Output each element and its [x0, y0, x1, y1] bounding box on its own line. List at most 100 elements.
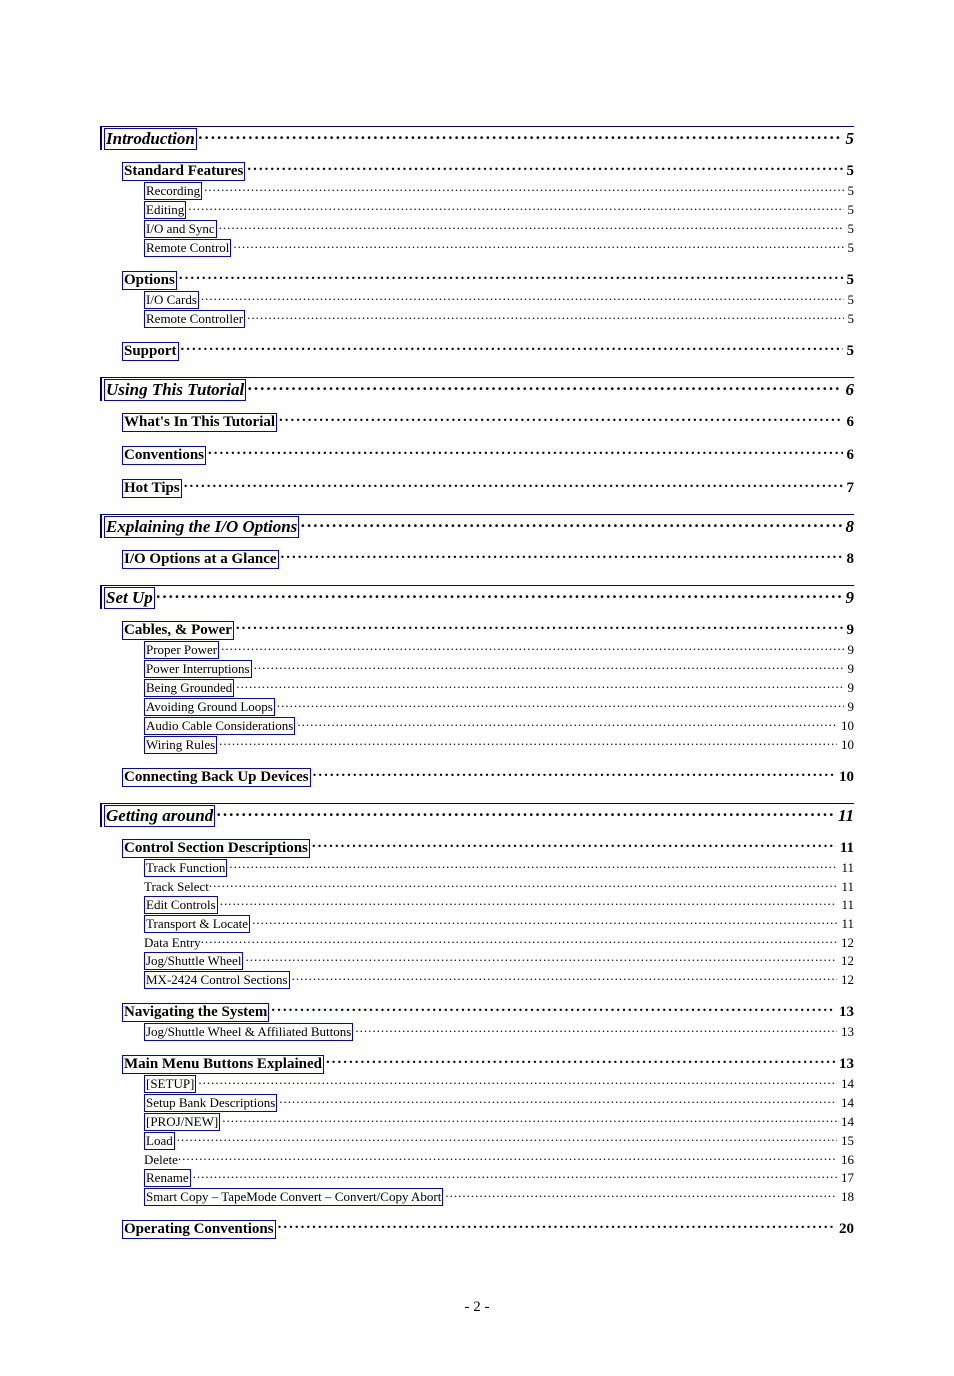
toc-entry-level-2[interactable]: Operating Conventions20	[122, 1218, 854, 1239]
toc-entry-level-3[interactable]: Load15	[144, 1132, 854, 1150]
toc-entry-level-3[interactable]: Wiring Rules10	[144, 736, 854, 754]
toc-entry-level-3[interactable]: Remote Controller 5	[144, 310, 854, 328]
toc-entry-level-3[interactable]: Remote Control5	[144, 239, 854, 257]
toc-entry-level-1[interactable]: Getting around 11	[100, 803, 854, 827]
toc-entry-level-3[interactable]: I/O and Sync5	[144, 220, 854, 238]
toc-entry-level-2[interactable]: Support5	[122, 340, 854, 361]
toc-entry-level-3[interactable]: Rename 17	[144, 1169, 854, 1187]
toc-entry-page: 13	[837, 1024, 854, 1040]
toc-entry-level-1[interactable]: Set Up9	[100, 585, 854, 609]
toc-entry-level-2[interactable]: Hot Tips 7	[122, 477, 854, 498]
toc-leader-dots	[279, 411, 842, 426]
toc-entry-label: Rename	[144, 1169, 191, 1187]
toc-entry-page: 11	[834, 806, 854, 826]
toc-entry-level-2[interactable]: I/O Options at a Glance8	[122, 548, 854, 569]
toc-leader-dots	[219, 220, 844, 233]
toc-leader-dots	[248, 378, 841, 395]
toc-entry-level-3[interactable]: Jog/Shuttle Wheel & Affiliated Buttons 13	[144, 1023, 854, 1041]
toc-entry-page: 17	[837, 1170, 854, 1186]
toc-entry-level-3[interactable]: Edit Controls11	[144, 896, 854, 914]
toc-entry-level-2[interactable]: Cables, & Power9	[122, 619, 854, 640]
toc-entry-label: Being Grounded	[144, 679, 234, 697]
toc-entry-page: 8	[842, 517, 855, 537]
toc-entry-level-2[interactable]: Connecting Back Up Devices10	[122, 766, 854, 787]
toc-leader-dots	[178, 1151, 837, 1164]
toc-entry-page: 15	[837, 1133, 854, 1149]
toc-leader-dots	[217, 804, 834, 821]
toc-leader-dots	[198, 1075, 837, 1088]
toc-entry-label: Audio Cable Considerations	[144, 717, 295, 735]
toc-entry-level-1[interactable]: Introduction5	[100, 126, 854, 150]
toc-leader-dots	[221, 641, 843, 654]
toc-entry-level-3[interactable]: I/O Cards5	[144, 291, 854, 309]
toc-leader-dots	[312, 837, 836, 852]
toc-entry-level-3[interactable]: [PROJ/NEW]14	[144, 1113, 854, 1131]
toc-entry-label: Transport & Locate	[144, 915, 250, 933]
toc-entry-page: 14	[837, 1076, 854, 1092]
toc-entry-label: Edit Controls	[144, 896, 218, 914]
toc-entry-page: 7	[843, 480, 855, 497]
toc-entry-label: I/O and Sync	[144, 220, 217, 238]
toc-entry-label: Power Interruptions	[144, 660, 252, 678]
toc-entry-level-3[interactable]: Jog/Shuttle Wheel12	[144, 952, 854, 970]
toc-entry-level-3[interactable]: Editing5	[144, 201, 854, 219]
toc-entry-level-2[interactable]: What's In This Tutorial6	[122, 411, 854, 432]
toc-entry-label: Delete	[144, 1152, 178, 1168]
toc-entry-page: 11	[837, 916, 854, 932]
toc-leader-dots	[247, 160, 842, 175]
page-content: Introduction5Standard Features5Recording…	[0, 0, 954, 1376]
toc-entry-level-2[interactable]: Navigating the System13	[122, 1001, 854, 1022]
toc-leader-dots	[254, 660, 844, 673]
toc-entry-level-3[interactable]: Avoiding Ground Loops9	[144, 698, 854, 716]
toc-entry-level-3[interactable]: Data Entry12	[144, 934, 854, 951]
toc-entry-page: 5	[843, 272, 855, 289]
toc-entry-label: Remote Controller	[144, 310, 245, 328]
toc-entry-label: What's In This Tutorial	[122, 413, 277, 432]
toc-entry-level-3[interactable]: [SETUP] 14	[144, 1075, 854, 1093]
toc-entry-page: 9	[844, 661, 855, 677]
toc-entry-level-3[interactable]: Smart Copy – TapeMode Convert – Convert/…	[144, 1188, 854, 1206]
toc-entry-label: Getting around	[104, 805, 215, 827]
toc-entry-level-3[interactable]: Being Grounded9	[144, 679, 854, 697]
toc-entry-page: 5	[844, 311, 855, 327]
toc-leader-dots	[313, 766, 835, 781]
toc-entry-label: Setup Bank Descriptions	[144, 1094, 277, 1112]
toc-entry-level-1[interactable]: Explaining the I/O Options8	[100, 514, 854, 538]
toc-entry-level-3[interactable]: MX-2424 Control Sections12	[144, 971, 854, 989]
toc-entry-level-3[interactable]: Audio Cable Considerations10	[144, 717, 854, 735]
toc-entry-label: Standard Features	[122, 162, 245, 181]
toc-leader-dots	[199, 127, 842, 144]
toc-entry-label: Jog/Shuttle Wheel & Affiliated Buttons	[144, 1023, 353, 1041]
toc-entry-page: 5	[843, 343, 855, 360]
toc-entry-label: Operating Conventions	[122, 1220, 276, 1239]
toc-entry-page: 6	[843, 447, 855, 464]
toc-entry-level-3[interactable]: Setup Bank Descriptions14	[144, 1094, 854, 1112]
toc-leader-dots	[193, 1169, 837, 1182]
toc-entry-level-3[interactable]: Delete16	[144, 1151, 854, 1168]
toc-entry-level-3[interactable]: Track Function11	[144, 859, 854, 877]
toc-leader-dots	[188, 201, 843, 214]
toc-entry-level-3[interactable]: Power Interruptions 9	[144, 660, 854, 678]
toc-entry-label: [SETUP]	[144, 1075, 196, 1093]
toc-entry-level-1[interactable]: Using This Tutorial6	[100, 377, 854, 401]
toc-entry-label: Options	[122, 271, 177, 290]
toc-leader-dots	[236, 679, 843, 692]
toc-entry-level-3[interactable]: Recording5	[144, 182, 854, 200]
toc-entry-page: 8	[843, 551, 855, 568]
toc-entry-level-2[interactable]: Standard Features5	[122, 160, 854, 181]
toc-entry-level-2[interactable]: Control Section Descriptions11	[122, 837, 854, 858]
toc-entry-level-2[interactable]: Conventions 6	[122, 444, 854, 465]
toc-entry-page: 10	[835, 769, 854, 786]
toc-entry-page: 5	[844, 202, 855, 218]
toc-entry-label: Hot Tips	[122, 479, 182, 498]
toc-entry-level-3[interactable]: Track Select11	[144, 878, 854, 895]
toc-entry-level-3[interactable]: Transport & Locate 11	[144, 915, 854, 933]
toc-entry-level-2[interactable]: Main Menu Buttons Explained13	[122, 1053, 854, 1074]
toc-leader-dots	[208, 444, 842, 459]
toc-leader-dots	[277, 698, 844, 711]
toc-entry-page: 5	[842, 129, 855, 149]
toc-entry-level-2[interactable]: Options 5	[122, 269, 854, 290]
toc-entry-level-3[interactable]: Proper Power9	[144, 641, 854, 659]
toc-entry-label: Conventions	[122, 446, 206, 465]
toc-entry-label: Avoiding Ground Loops	[144, 698, 275, 716]
